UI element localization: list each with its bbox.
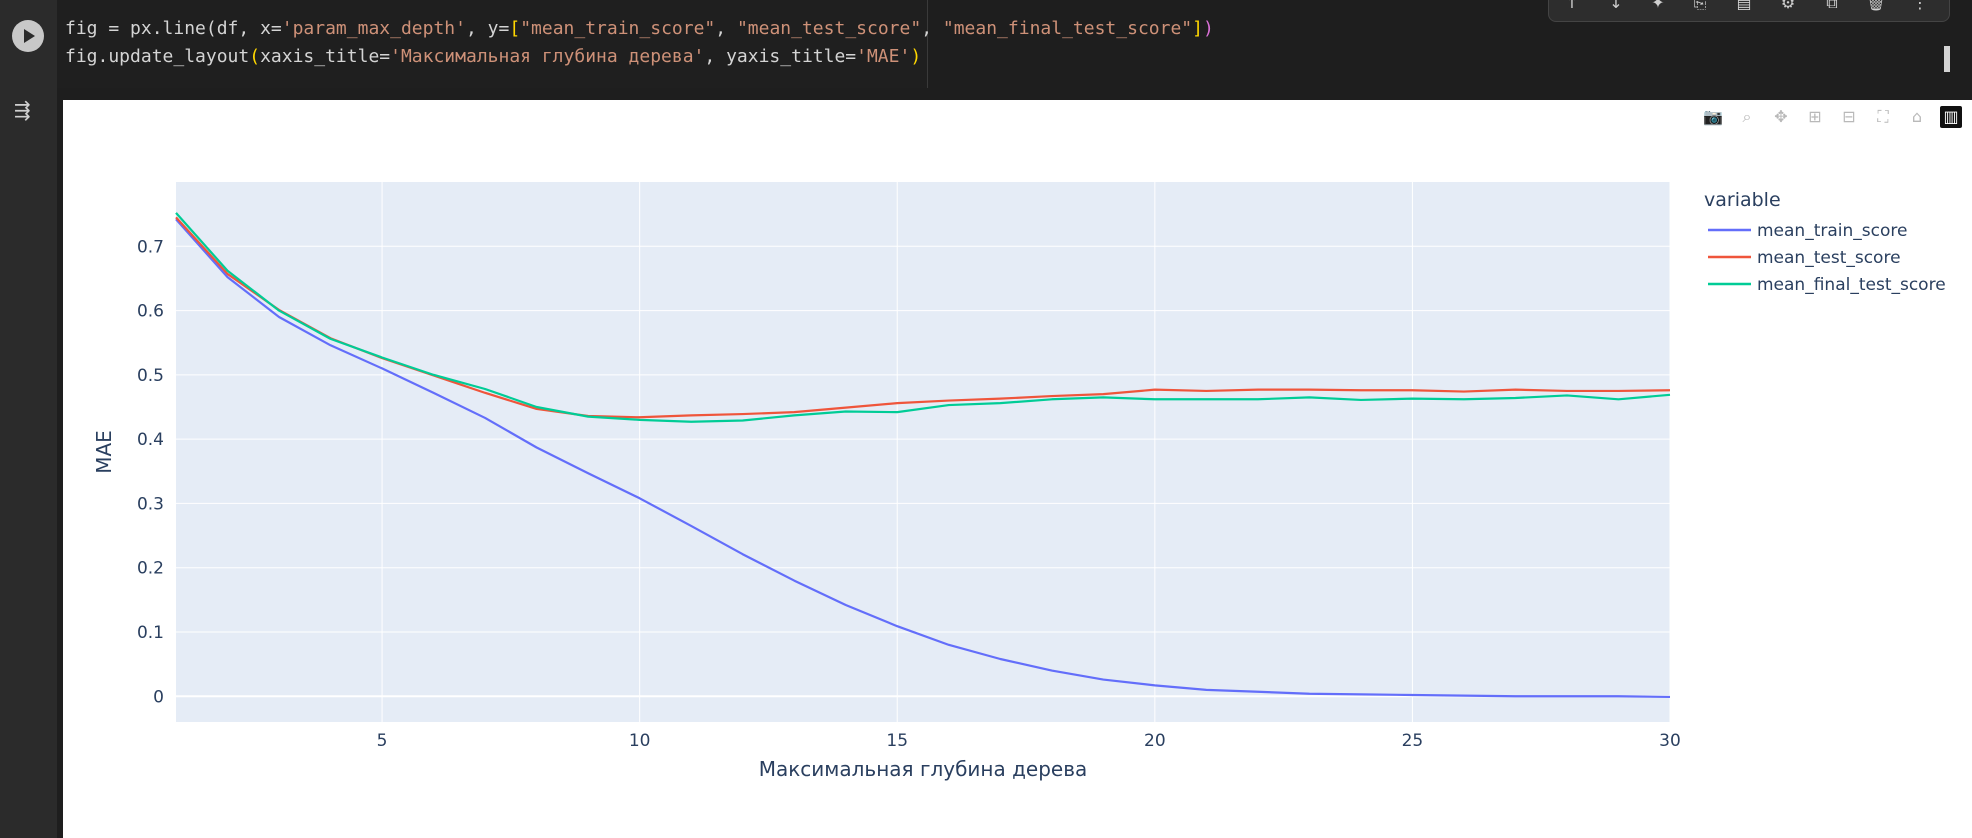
plot-output: 📷 ⌕ ✥ ⊞ ⊟ ⛶ ⌂ ▥ 0 0.1 0.2 0.3 0.4 0.5 0.6 0.7 5… [63, 100, 1972, 838]
run-cell-button[interactable] [12, 20, 44, 52]
code-string: "mean_test_score" [736, 18, 922, 39]
x-tick-labels: 5 10 15 20 25 30 [377, 731, 1681, 751]
code-token: , [921, 18, 943, 39]
pan-icon[interactable]: ✥ [1774, 107, 1788, 126]
x-tick-label: 25 [1402, 731, 1424, 751]
home-icon[interactable]: ⌂ [1911, 107, 1923, 126]
x-tick-label: 5 [377, 731, 388, 751]
grid [176, 182, 1671, 722]
y-tick-label: 0.4 [137, 430, 164, 450]
code-token: fig.update_layout [65, 46, 250, 67]
y-tick-label: 0.5 [137, 366, 164, 386]
sparkle-icon[interactable]: ✦ [1651, 0, 1665, 12]
code-string: "mean_final_test_score" [942, 18, 1193, 39]
code-line-1[interactable]: fig = px.line(df, x='param_max_depth', y… [65, 18, 1214, 39]
y-axis-title: MAE [92, 430, 116, 474]
trash-icon[interactable]: 🗑 [1865, 0, 1887, 12]
legend: variable mean_train_score mean_test_score… [1704, 189, 1946, 295]
x-tick-label: 10 [629, 731, 651, 751]
plotly-logo-icon[interactable]: ▥ [1940, 106, 1962, 128]
x-tick-label: 15 [886, 731, 908, 751]
more-icon[interactable]: ⋮ [1912, 0, 1928, 12]
code-bracket: [ [509, 18, 521, 39]
y-tick-label: 0.6 [137, 302, 164, 322]
code-token: fig = px.line(df, x= [65, 18, 282, 39]
series-line-mean_train_score[interactable] [175, 218, 1671, 699]
link-icon[interactable]: ⎘ [1693, 0, 1707, 12]
code-string: 'MAE' [856, 46, 911, 67]
code-string: "mean_train_score" [520, 18, 716, 39]
cell-toolbar: ↑ ↓ ✦ ⎘ ▤ ⚙ ⧉ 🗑 ⋮ [1548, 0, 1950, 22]
y-tick-label: 0.3 [137, 494, 164, 514]
code-token: , [715, 18, 737, 39]
mirror-icon[interactable]: ⧉ [1826, 0, 1838, 12]
y-tick-label: 0 [153, 687, 164, 707]
plotly-modebar: 📷 ⌕ ✥ ⊞ ⊟ ⛶ ⌂ ▥ [1702, 106, 1962, 130]
code-bracket: ) [910, 46, 922, 67]
line-chart[interactable]: 0 0.1 0.2 0.3 0.4 0.5 0.6 0.7 5 10 15 20 25 30 Макси… [63, 100, 1972, 838]
cell-gutter: ⇶ [0, 0, 57, 838]
code-editor[interactable]: fig = px.line(df, x='param_max_depth', y… [57, 0, 1214, 88]
code-bracket: ( [249, 46, 261, 67]
legend-title: variable [1704, 189, 1781, 211]
code-token: , yaxis_title= [704, 46, 857, 67]
code-token: xaxis_title= [260, 46, 391, 67]
series-line-mean_final_test_score[interactable] [175, 212, 1671, 423]
arrow-up-icon[interactable]: ↑ [1565, 0, 1579, 12]
gear-icon[interactable]: ⚙ [1780, 0, 1796, 12]
code-string: 'Максимальная глубина дерева' [390, 46, 705, 67]
comment-icon[interactable]: ▤ [1736, 0, 1752, 12]
x-axis-title: Максимальная глубина дерева [759, 757, 1088, 781]
y-tick-label: 0.2 [137, 559, 164, 579]
x-tick-label: 30 [1659, 731, 1681, 751]
code-bracket: ] [1192, 18, 1203, 39]
code-token: , y= [465, 18, 510, 39]
output-collapse-icon[interactable]: ⇶ [14, 98, 31, 122]
series-lines [175, 212, 1671, 699]
scroll-indicator [1944, 46, 1950, 72]
camera-icon[interactable]: 📷 [1703, 107, 1723, 126]
legend-item-label[interactable]: mean_test_score [1757, 248, 1901, 268]
arrow-down-icon[interactable]: ↓ [1609, 0, 1623, 12]
code-string: 'param_max_depth' [281, 18, 466, 39]
code-bracket: ) [1202, 18, 1214, 39]
legend-item-label[interactable]: mean_train_score [1757, 221, 1907, 241]
plot-area[interactable] [176, 182, 1670, 722]
zoom-icon[interactable]: ⌕ [1742, 107, 1752, 126]
code-cell[interactable]: fig = px.line(df, x='param_max_depth', y… [0, 0, 1972, 88]
y-tick-label: 0.7 [137, 237, 164, 257]
x-tick-label: 20 [1144, 731, 1166, 751]
code-line-2[interactable]: fig.update_layout(xaxis_title='Максималь… [65, 46, 921, 67]
y-tick-labels: 0 0.1 0.2 0.3 0.4 0.5 0.6 0.7 [137, 237, 164, 707]
zoom-out-icon[interactable]: ⊟ [1842, 107, 1856, 126]
y-tick-label: 0.1 [137, 623, 164, 643]
legend-item-label[interactable]: mean_final_test_score [1757, 275, 1946, 295]
zoom-in-icon[interactable]: ⊞ [1808, 107, 1822, 126]
autoscale-icon[interactable]: ⛶ [1877, 107, 1889, 126]
